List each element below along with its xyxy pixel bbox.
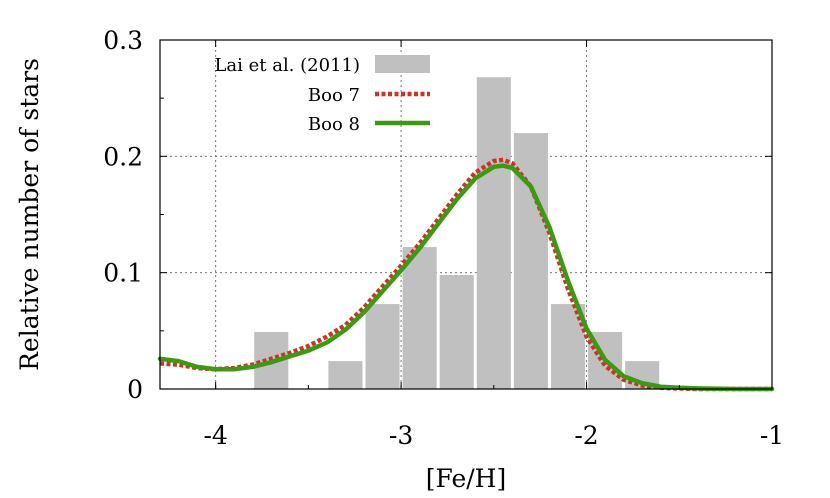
histogram-bar xyxy=(402,247,437,389)
axis-ticks: -4 -3 -2 -1 0 0.1 0.2 0.3 xyxy=(103,26,784,450)
series-line-boo-7 xyxy=(159,157,772,392)
histogram-bar xyxy=(476,77,511,389)
x-tick-label: -4 xyxy=(203,421,227,450)
x-axis-label: [Fe/H] xyxy=(426,464,507,493)
y-tick-label: 0.2 xyxy=(103,142,143,171)
y-tick-label: 0.3 xyxy=(103,26,143,55)
legend-label-lai: Lai et al. (2011) xyxy=(214,55,360,76)
y-axis-label: Relative number of stars xyxy=(15,58,44,371)
y-tick-label: 0 xyxy=(127,375,143,404)
legend: Lai et al. (2011) Boo 7 Boo 8 xyxy=(214,55,430,135)
histogram-bar xyxy=(439,274,474,389)
histogram-bar xyxy=(328,361,363,389)
histogram-bars xyxy=(254,77,660,389)
x-tick-label: -1 xyxy=(760,421,784,450)
legend-label-boo8: Boo 8 xyxy=(308,114,360,135)
model-curves xyxy=(157,157,775,392)
x-tick-label: -2 xyxy=(574,421,598,450)
y-tick-label: 0.1 xyxy=(103,259,143,288)
histogram-bar xyxy=(365,304,400,389)
legend-label-boo7: Boo 7 xyxy=(308,85,360,106)
x-tick-label: -3 xyxy=(389,421,413,450)
legend-swatch-lai xyxy=(375,55,430,73)
series-line-boo-8 xyxy=(157,163,775,392)
